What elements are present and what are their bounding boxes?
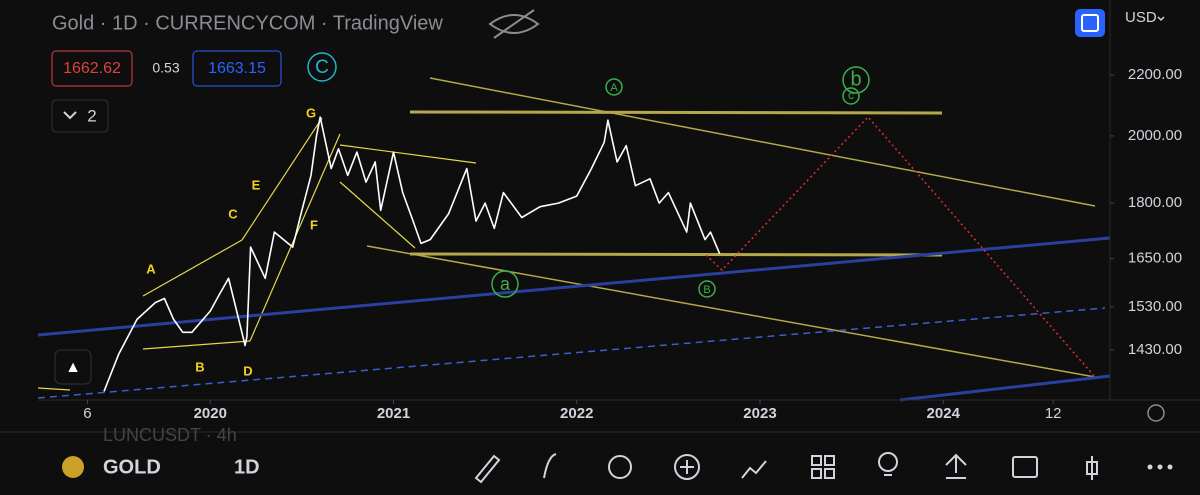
fullscreen-button[interactable] bbox=[1075, 9, 1105, 37]
x-tick-label: 12 bbox=[1045, 405, 1062, 422]
hide-icon[interactable] bbox=[488, 9, 540, 39]
draw-tool[interactable] bbox=[474, 454, 501, 484]
x-tick-label: 2024 bbox=[927, 405, 961, 422]
y-tick-label: 1650.00 bbox=[1128, 250, 1182, 267]
wave-label: c bbox=[848, 88, 854, 102]
symbol-icon bbox=[62, 456, 84, 478]
channel-line bbox=[37, 307, 1106, 399]
symbol[interactable]: GOLD bbox=[103, 456, 161, 478]
fullscreen-icon bbox=[1081, 14, 1099, 32]
indicators-count: 2 bbox=[87, 106, 96, 125]
ideas[interactable] bbox=[878, 452, 898, 472]
buy-price: 1663.15 bbox=[208, 60, 266, 77]
wave-label: B bbox=[703, 284, 710, 296]
share[interactable] bbox=[945, 453, 967, 479]
svg-text:▲: ▲ bbox=[65, 359, 81, 376]
sell-price: 1662.62 bbox=[63, 60, 121, 77]
wave-label: E bbox=[252, 177, 261, 192]
trendline bbox=[429, 77, 1096, 207]
channel-line bbox=[899, 374, 1111, 402]
wave-label: A bbox=[146, 261, 156, 276]
logo bbox=[54, 349, 92, 385]
trendline bbox=[241, 117, 323, 241]
interval[interactable]: 1D bbox=[234, 456, 260, 478]
x-tick-label: 2023 bbox=[743, 405, 776, 422]
trendline bbox=[142, 239, 243, 297]
y-tick-label: 1430.00 bbox=[1128, 341, 1182, 358]
trendline bbox=[339, 181, 416, 249]
y-tick-label: 1800.00 bbox=[1128, 194, 1182, 211]
buy-box[interactable] bbox=[192, 50, 282, 87]
currency[interactable]: USD bbox=[1125, 9, 1157, 26]
trendline bbox=[366, 245, 1096, 378]
wave-label: B bbox=[195, 359, 204, 374]
wave-label: A bbox=[610, 82, 618, 94]
trendline bbox=[37, 387, 71, 391]
trendline bbox=[339, 144, 477, 164]
y-tick-label: 2200.00 bbox=[1128, 66, 1182, 83]
wave-label: G bbox=[306, 105, 316, 120]
x-tick-label: 2020 bbox=[194, 405, 227, 422]
wave-label: C bbox=[315, 57, 329, 78]
trendline bbox=[409, 252, 943, 257]
wave-label: F bbox=[310, 217, 318, 232]
candles[interactable] bbox=[1086, 456, 1098, 480]
ghost-symbol: LUNCUSDT · 4h bbox=[103, 425, 237, 445]
indicator-tool[interactable] bbox=[543, 453, 557, 479]
sell-box[interactable] bbox=[51, 50, 133, 87]
wave-label: D bbox=[243, 363, 252, 378]
alert-tool[interactable] bbox=[608, 455, 632, 479]
trendline bbox=[142, 340, 251, 350]
indicators-toggle[interactable] bbox=[51, 99, 109, 133]
y-tick-label: 1530.00 bbox=[1128, 298, 1182, 315]
wave-label: C bbox=[228, 206, 238, 221]
y-tick-label: 2000.00 bbox=[1128, 127, 1182, 144]
channel-line bbox=[37, 236, 1111, 337]
settings-icon[interactable] bbox=[1147, 404, 1165, 422]
trendline bbox=[409, 110, 943, 115]
x-tick-label: 2022 bbox=[560, 405, 593, 422]
wave-label: b bbox=[850, 68, 861, 90]
symbol-line: Gold · 1D · CURRENCYCOM · TradingView bbox=[52, 12, 443, 34]
spread: 0.53 bbox=[152, 60, 179, 76]
projection bbox=[705, 115, 1096, 378]
wave-label: a bbox=[500, 274, 511, 294]
replay[interactable] bbox=[1012, 456, 1038, 478]
chart-type[interactable] bbox=[741, 460, 767, 479]
price-line bbox=[103, 116, 721, 392]
x-tick-label: 6 bbox=[83, 405, 91, 422]
x-tick-label: 2021 bbox=[377, 405, 410, 422]
add-tool[interactable] bbox=[674, 454, 700, 480]
